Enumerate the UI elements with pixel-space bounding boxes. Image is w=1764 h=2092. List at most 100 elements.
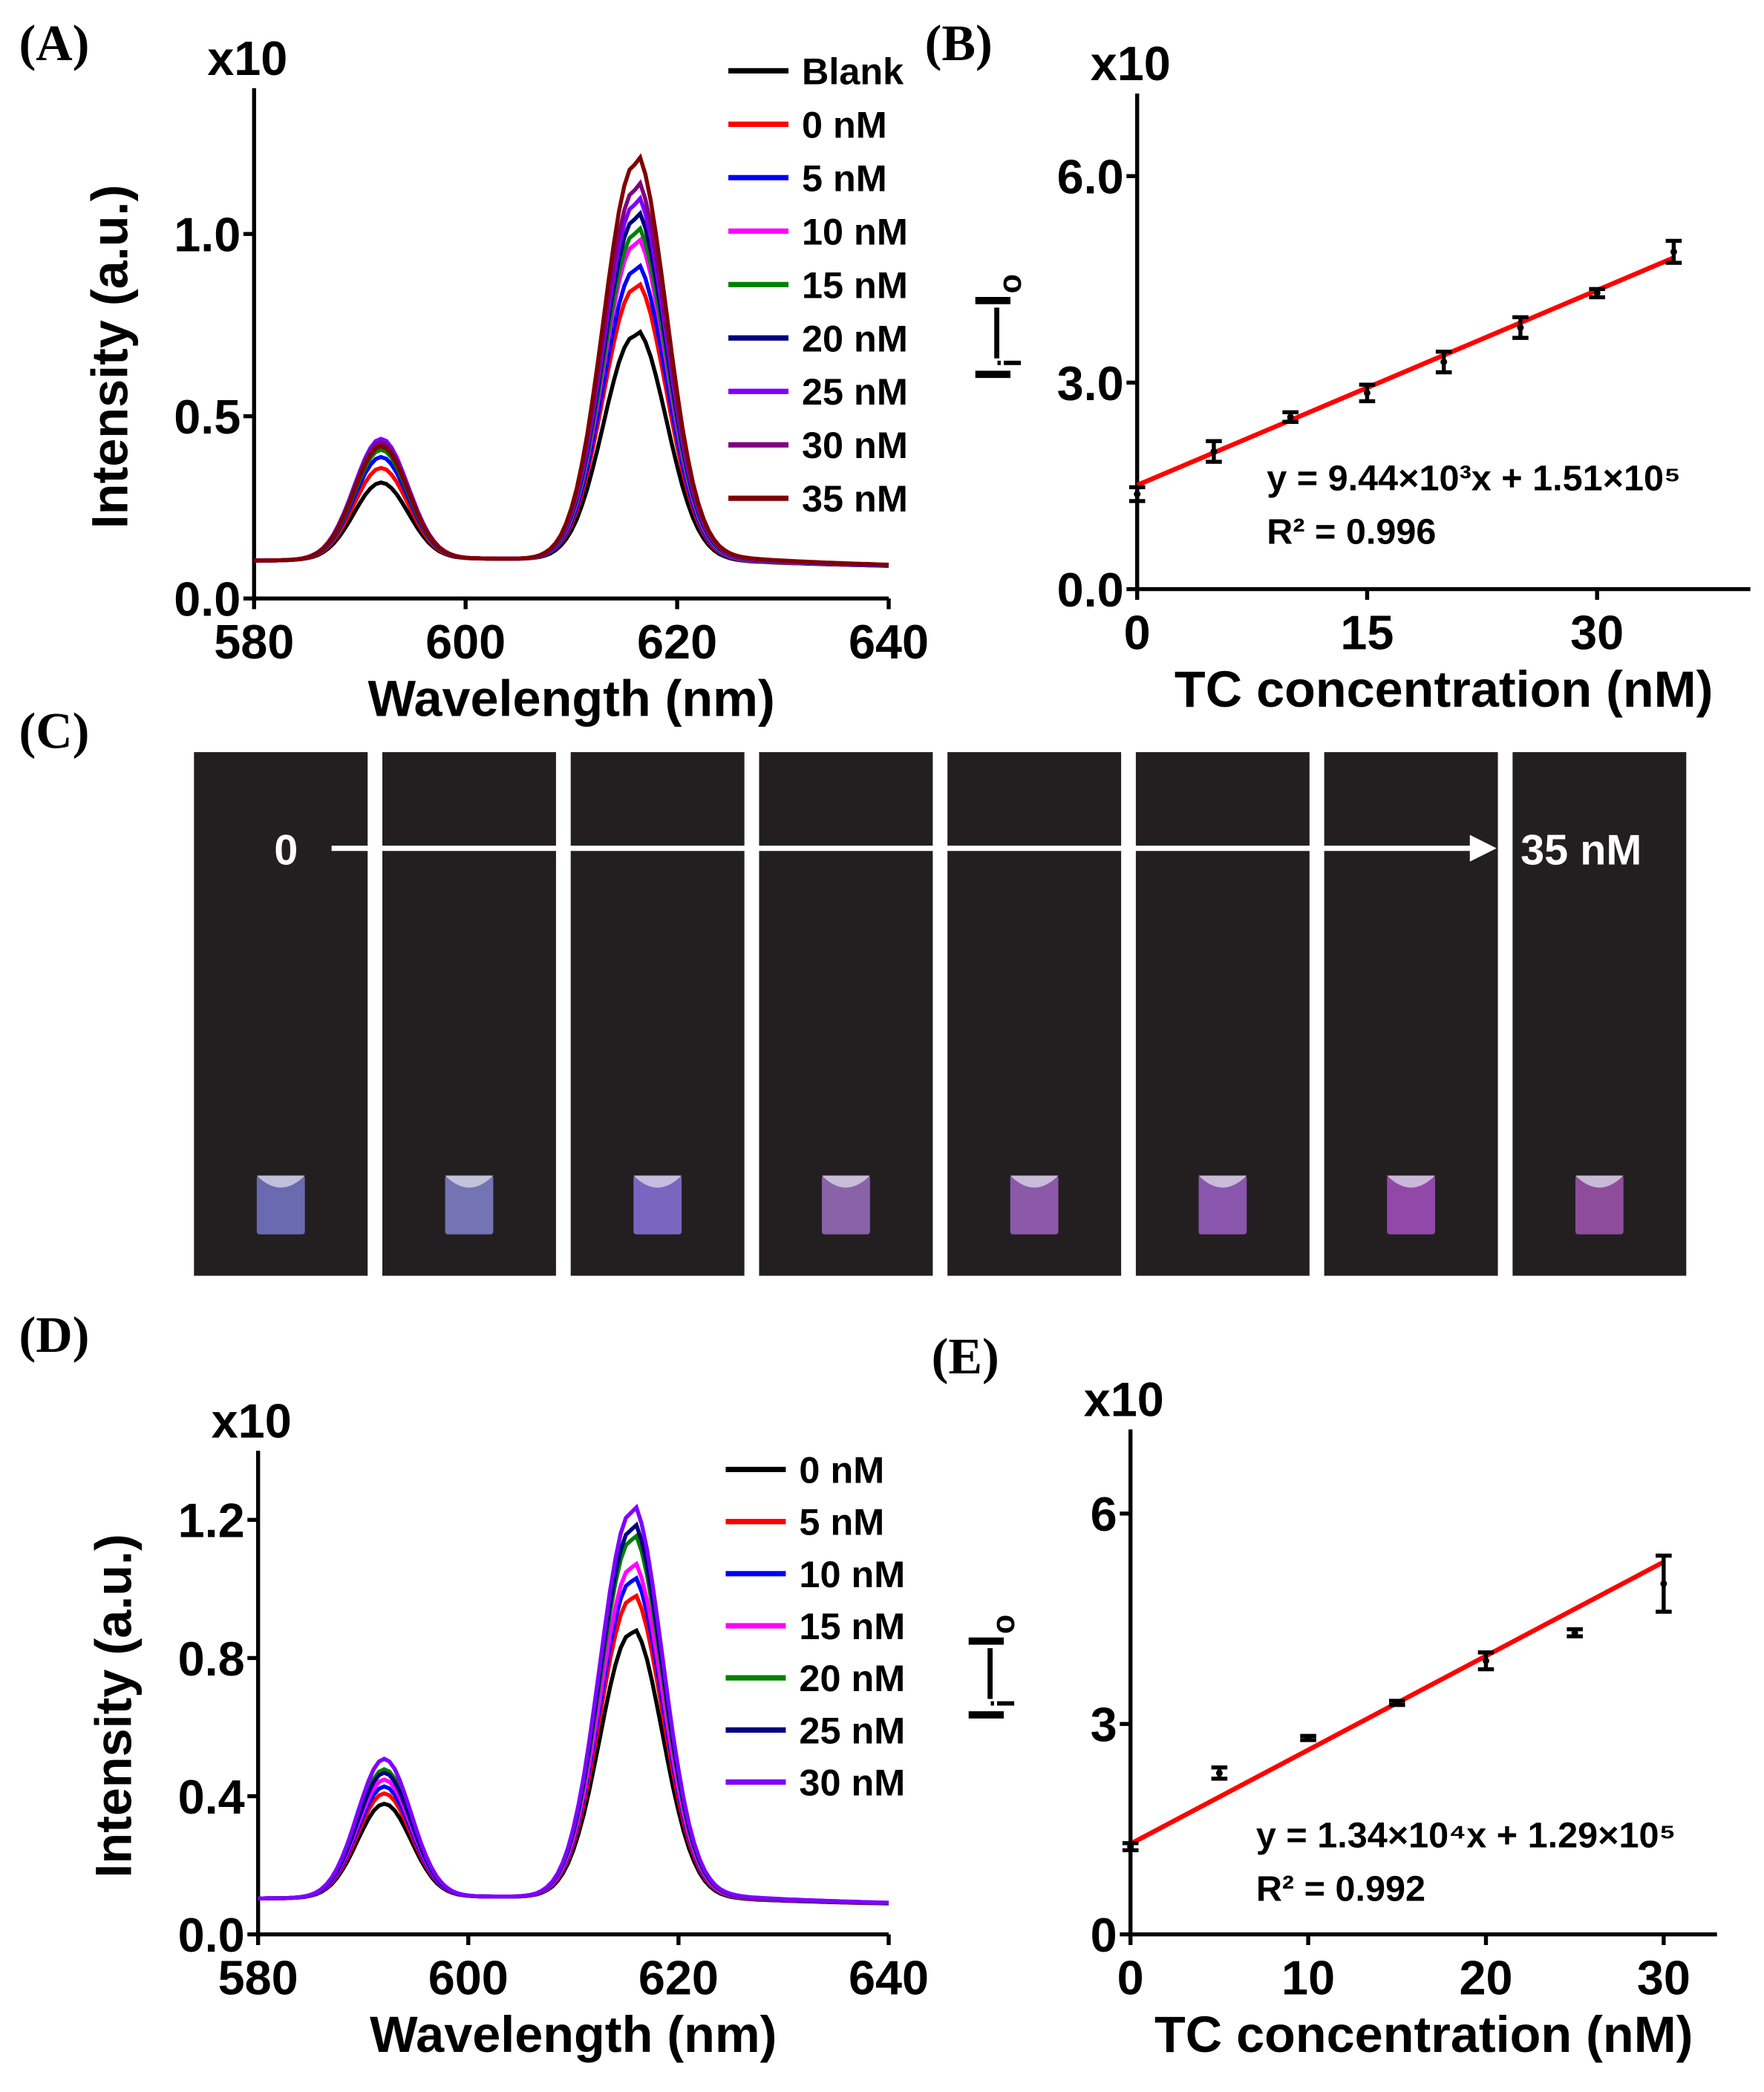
cuvette-meniscus (1387, 1175, 1435, 1188)
series-line (254, 329, 889, 568)
y-label-sub-o: o (993, 274, 1028, 293)
photo-c-cuvettes: 0 35 nM (194, 752, 1687, 1276)
legend-label: 35 nM (802, 477, 908, 520)
legend-label: 20 nM (799, 1657, 905, 1699)
y-tick-label: 3.0 (1057, 356, 1124, 411)
y-axis-label: Ii—Io (958, 1615, 1022, 1722)
y-tick-label: 0.8 (178, 1632, 245, 1686)
data-point (1670, 248, 1677, 255)
data-point (1304, 1734, 1312, 1742)
r-squared: R² = 0.996 (1267, 511, 1436, 552)
y-label-sub-i: i (993, 359, 1028, 367)
y-tick-label: 1.0 (174, 208, 241, 262)
x-tick-label: 0 (1124, 606, 1151, 660)
cuvette-meniscus (445, 1175, 494, 1188)
legend-label: 5 nM (799, 1501, 884, 1543)
x-tick-label: 620 (637, 615, 717, 669)
x-tick-label: 640 (849, 1951, 929, 2005)
data-point (1127, 1843, 1134, 1851)
x-tick-label: 10 (1281, 1951, 1335, 2005)
y-label-sub-i: i (986, 1699, 1022, 1708)
legend-label: 30 nM (799, 1762, 905, 1804)
cuvette-meniscus (1575, 1175, 1624, 1188)
y-tick-label: 0 (1091, 1908, 1117, 1962)
cuvette (445, 1175, 494, 1235)
legend-label: 30 nM (802, 424, 908, 466)
legend-label: 5 nM (802, 157, 887, 199)
cuvette (256, 1175, 305, 1235)
x-axis-label: TC concentration (nM) (1154, 2007, 1693, 2063)
data-point (1210, 448, 1218, 455)
x-tick-label: 600 (428, 1951, 509, 2005)
y-tick-label: 6.0 (1057, 150, 1124, 204)
y-axis-label: Intensity (a.u.) (82, 185, 138, 529)
data-point (1287, 414, 1294, 421)
fit-equation: y = 1.34×10⁴x + 1.29×10⁵ (1256, 1816, 1676, 1856)
y-label-sub-o: o (986, 1615, 1022, 1634)
series-line (254, 153, 889, 567)
y-axis-label: Ii—Io (965, 274, 1028, 382)
legend-label: Blank (802, 50, 904, 92)
arrow-start-label: 0 (274, 826, 298, 874)
cuvette-meniscus (822, 1175, 870, 1188)
cuvette-meniscus (1198, 1175, 1247, 1188)
x-axis-label: Wavelength (nm) (368, 671, 774, 728)
y-tick-label: 1.2 (178, 1494, 245, 1548)
legend-label: 15 nM (802, 264, 908, 306)
cuvette (1575, 1175, 1624, 1235)
x-tick-label: 580 (214, 615, 294, 669)
arrow-head-icon (1469, 834, 1497, 862)
y-tick-label: 0.0 (174, 572, 241, 627)
legend-label: 10 nM (802, 210, 908, 252)
y-label-dash: —I (965, 293, 1022, 358)
legend-label: 25 nM (799, 1709, 905, 1751)
x-tick-label: 640 (849, 615, 929, 669)
y-tick-label: 0.5 (174, 390, 241, 444)
y-multiplier: x10 (1091, 36, 1171, 91)
panel-label-d: (D) (19, 1307, 90, 1363)
cuvette (822, 1175, 870, 1235)
y-label-dash: —I (958, 1634, 1015, 1699)
legend-label: 20 nM (802, 317, 908, 359)
cuvette (633, 1175, 682, 1235)
y-tick-label: 0.0 (178, 1908, 245, 1962)
series-line (258, 1592, 889, 1906)
data-point (1571, 1629, 1578, 1636)
y-axis-label: Intensity (a.u.) (86, 1534, 143, 1877)
legend-label: 10 nM (799, 1553, 905, 1595)
cuvette-meniscus (633, 1175, 682, 1188)
x-axis-label: TC concentration (nM) (1175, 661, 1713, 718)
cuvette (1387, 1175, 1435, 1235)
data-point (1215, 1769, 1223, 1776)
y-tick-label: 3 (1091, 1698, 1117, 1752)
legend-label: 15 nM (799, 1605, 905, 1647)
y-multiplier: x10 (212, 1393, 292, 1448)
data-point (1660, 1580, 1667, 1587)
x-tick-label: 30 (1637, 1951, 1690, 2005)
legend-label: 25 nM (802, 370, 908, 413)
panel-label-b: (B) (925, 15, 993, 71)
x-tick-label: 15 (1340, 606, 1394, 660)
panel-label-a: (A) (19, 15, 90, 71)
y-tick-label: 0.0 (1057, 563, 1124, 617)
x-tick-label: 620 (638, 1951, 719, 2005)
legend-label: 0 nM (802, 103, 887, 146)
data-point (1134, 491, 1141, 498)
data-point (1363, 389, 1371, 396)
legend-label: 0 nM (799, 1448, 884, 1491)
chart-d-spectra: 580 600 620 640 0.0 0.4 0.8 1.2 Wavelength (nm) x… (86, 1393, 929, 2063)
data-point (1517, 324, 1524, 331)
x-tick-label: 600 (425, 615, 506, 669)
x-tick-label: 30 (1570, 606, 1624, 660)
y-tick-label: 6 (1091, 1487, 1117, 1541)
r-squared: R² = 0.992 (1256, 1869, 1425, 1909)
data-point (1440, 359, 1448, 366)
arrow-end-label: 35 nM (1520, 826, 1642, 874)
y-multiplier: x10 (1084, 1372, 1164, 1426)
x-tick-label: 20 (1459, 1951, 1512, 2005)
data-point (1482, 1657, 1489, 1664)
